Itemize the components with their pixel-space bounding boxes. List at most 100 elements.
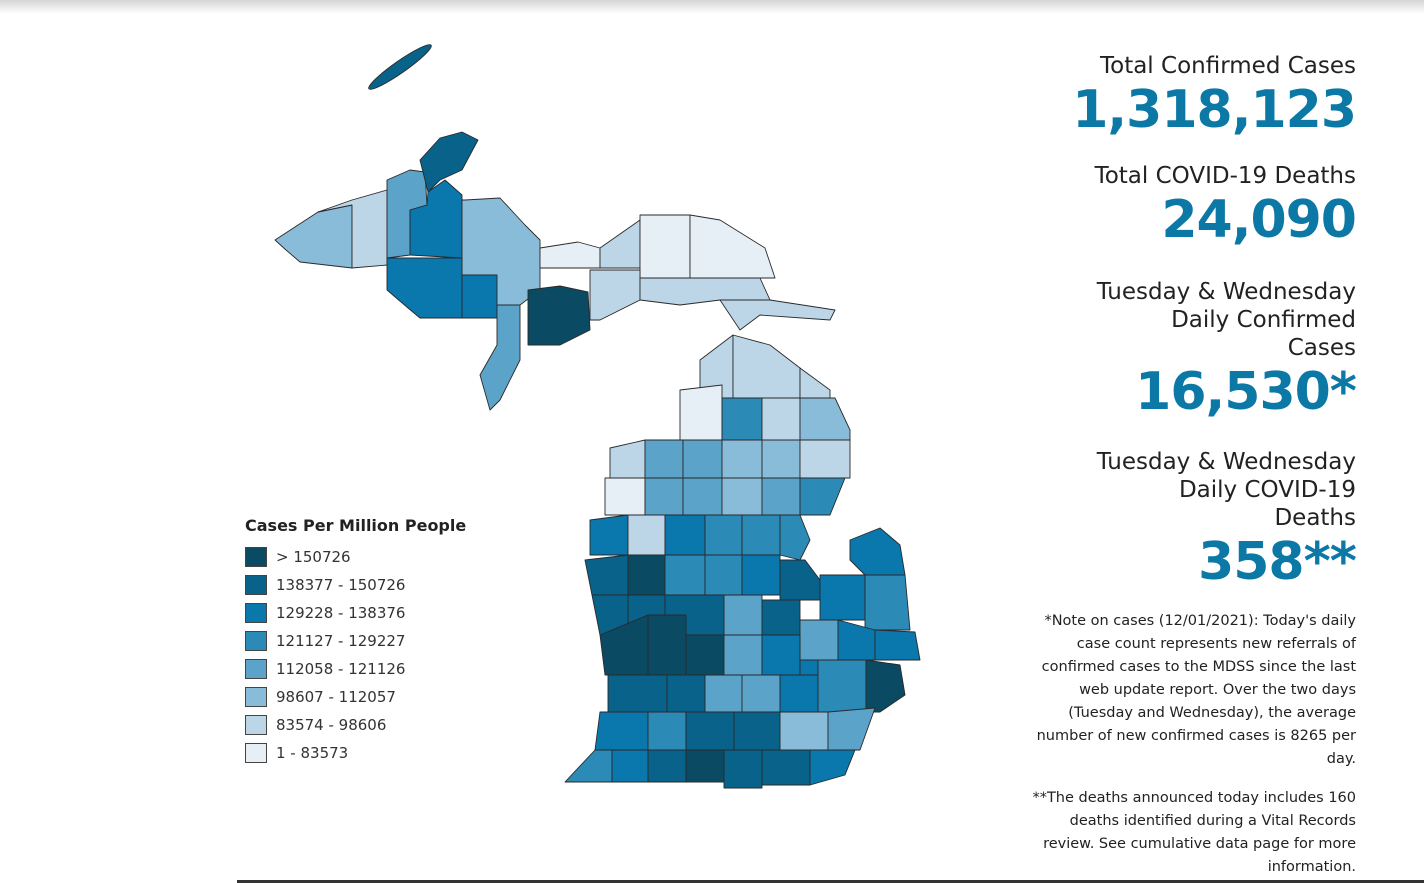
county[interactable] (799, 477, 846, 516)
county[interactable] (779, 559, 821, 601)
legend-label: 1 - 83573 (276, 744, 349, 762)
county[interactable] (627, 554, 666, 596)
county[interactable] (679, 384, 723, 441)
county[interactable] (461, 274, 498, 319)
legend-swatch (245, 687, 267, 707)
county[interactable] (819, 574, 866, 621)
legend-label: 112058 - 121126 (276, 660, 406, 678)
county[interactable] (644, 477, 684, 516)
county[interactable] (689, 214, 776, 279)
legend-label: 129228 - 138376 (276, 604, 406, 622)
county[interactable] (874, 629, 921, 661)
legend-label: 83574 - 98606 (276, 716, 387, 734)
county[interactable] (761, 749, 811, 786)
county[interactable] (685, 634, 725, 676)
legend-label: 98607 - 112057 (276, 688, 396, 706)
county[interactable] (723, 749, 763, 789)
legend-item: > 150726 (245, 543, 466, 571)
county[interactable] (733, 711, 781, 751)
county[interactable] (704, 554, 743, 596)
county[interactable] (664, 514, 706, 556)
county[interactable] (409, 179, 463, 259)
county[interactable] (817, 659, 867, 713)
county[interactable] (719, 299, 836, 331)
county[interactable] (664, 554, 706, 596)
county[interactable] (865, 659, 906, 713)
county[interactable] (647, 749, 687, 783)
county[interactable] (594, 711, 649, 751)
county[interactable] (799, 397, 851, 441)
county[interactable] (274, 204, 353, 269)
legend-label: > 150726 (276, 548, 351, 566)
legend-item: 112058 - 121126 (245, 655, 466, 683)
county[interactable] (647, 711, 687, 751)
county[interactable] (589, 269, 641, 321)
stat-total-deaths: Total COVID-19 Deaths 24,090 (916, 162, 1357, 250)
legend-items: > 150726 138377 - 150726 129228 - 138376… (245, 543, 466, 767)
county[interactable] (386, 257, 463, 319)
county[interactable] (761, 634, 801, 676)
county[interactable] (627, 514, 666, 556)
county[interactable] (599, 219, 641, 269)
county[interactable] (779, 514, 811, 561)
legend-label: 121127 - 129227 (276, 632, 406, 650)
county[interactable] (732, 334, 801, 399)
county[interactable] (761, 439, 801, 479)
county[interactable] (682, 477, 723, 516)
county[interactable] (584, 554, 629, 596)
stat-value: 24,090 (1161, 190, 1357, 250)
county[interactable] (704, 514, 743, 556)
county[interactable] (779, 711, 829, 751)
county[interactable] (419, 131, 479, 193)
county[interactable] (479, 304, 521, 411)
county[interactable] (607, 674, 668, 713)
county[interactable] (799, 619, 839, 661)
legend-swatch (245, 575, 267, 595)
county[interactable] (611, 749, 649, 783)
county[interactable] (723, 634, 763, 676)
legend-item: 121127 - 129227 (245, 627, 466, 655)
county[interactable] (365, 40, 434, 93)
county[interactable] (761, 599, 801, 636)
legend-item: 1 - 83573 (245, 739, 466, 767)
county[interactable] (564, 749, 613, 783)
legend-swatch (245, 631, 267, 651)
county[interactable] (799, 367, 831, 399)
stat-daily-deaths: Tuesday & Wednesday Daily COVID-19 Death… (916, 448, 1357, 592)
county[interactable] (704, 674, 743, 713)
county[interactable] (849, 527, 906, 576)
stat-label: Total Confirmed Cases (1099, 53, 1356, 79)
bottom-divider (237, 880, 1424, 883)
county[interactable] (685, 749, 725, 783)
county[interactable] (604, 477, 646, 516)
county[interactable] (799, 439, 851, 479)
county[interactable] (741, 514, 781, 556)
county[interactable] (639, 214, 691, 279)
county[interactable] (779, 674, 819, 713)
county[interactable] (761, 397, 801, 441)
county[interactable] (761, 477, 801, 516)
county[interactable] (809, 749, 856, 786)
stat-label: Tuesday & Wednesday Daily COVID-19 Death… (1096, 449, 1356, 531)
county[interactable] (827, 707, 876, 751)
county[interactable] (723, 594, 763, 636)
county[interactable] (741, 554, 781, 596)
county[interactable] (721, 439, 763, 479)
county[interactable] (685, 711, 735, 751)
county[interactable] (539, 241, 601, 269)
county[interactable] (721, 477, 763, 516)
county[interactable] (647, 614, 687, 676)
county[interactable] (589, 514, 629, 556)
county[interactable] (721, 397, 763, 441)
county[interactable] (666, 674, 706, 713)
county[interactable] (527, 285, 591, 346)
county[interactable] (799, 659, 819, 676)
top-shadow (0, 0, 1424, 14)
legend-swatch (245, 743, 267, 763)
county[interactable] (609, 439, 646, 479)
county[interactable] (741, 674, 781, 713)
county[interactable] (682, 439, 723, 479)
county[interactable] (644, 439, 684, 479)
county[interactable] (864, 574, 911, 631)
